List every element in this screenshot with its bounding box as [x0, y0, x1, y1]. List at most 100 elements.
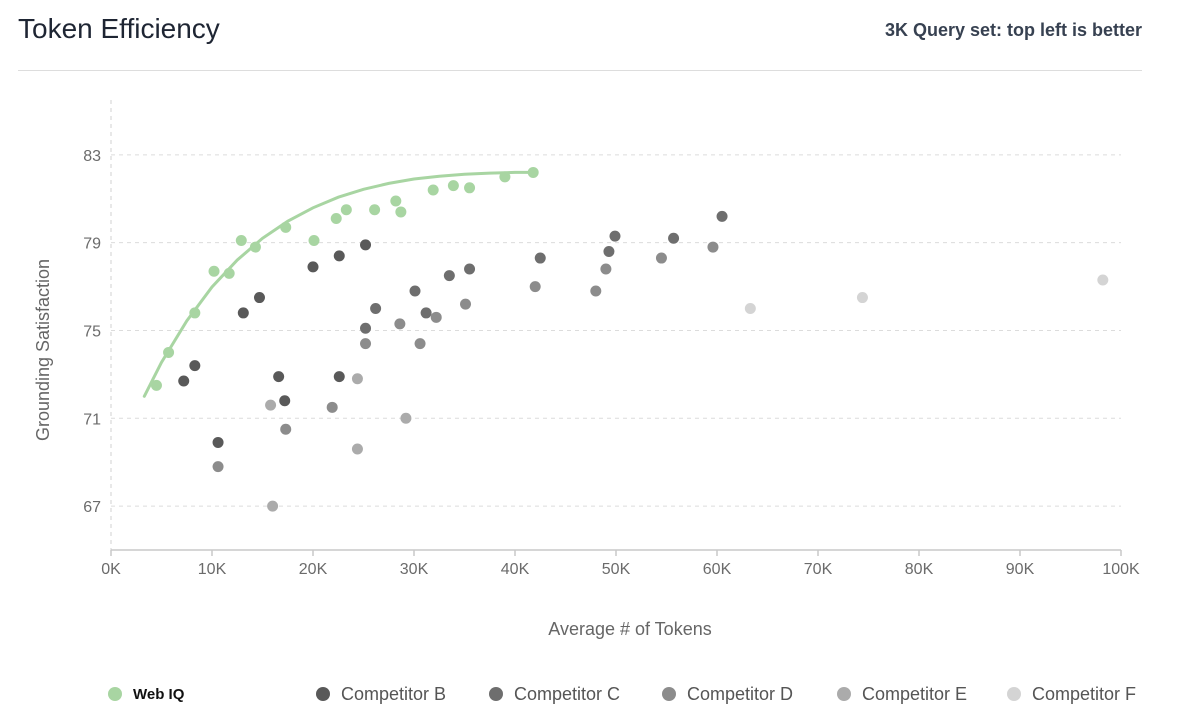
chart-subtitle: 3K Query set: top left is better: [884, 20, 1142, 40]
legend-marker: [662, 687, 676, 701]
legend-marker: [489, 687, 503, 701]
data-point-web-iq: [499, 171, 511, 183]
x-tick-label: 20K: [299, 561, 328, 578]
data-point-competitor-c: [609, 230, 621, 242]
legend-label: Competitor D: [687, 683, 794, 704]
data-point-competitor-c: [420, 307, 432, 319]
data-point-web-iq: [395, 206, 407, 218]
legend-label: Competitor B: [341, 683, 447, 704]
data-point-web-iq: [235, 234, 247, 246]
data-point-competitor-e: [267, 500, 279, 512]
legend-marker: [316, 687, 330, 701]
data-point-competitor-e: [400, 412, 412, 424]
data-point-web-iq: [208, 265, 220, 277]
x-axis-label: Average # of Tokens: [548, 619, 711, 639]
y-tick-label: 71: [83, 411, 101, 428]
data-point-competitor-b: [333, 250, 345, 262]
data-point-competitor-d: [360, 338, 372, 350]
data-point-web-iq: [308, 234, 320, 246]
data-point-competitor-c: [716, 210, 728, 222]
data-point-competitor-c: [409, 285, 421, 297]
data-point-competitor-d: [414, 338, 426, 350]
data-point-competitor-d: [707, 241, 719, 253]
data-point-web-iq: [427, 184, 439, 196]
data-point-competitor-b: [237, 307, 249, 319]
x-tick-label: 60K: [703, 561, 732, 578]
data-point-competitor-d: [460, 298, 472, 310]
trendline-web-iq: [142, 170, 537, 398]
data-point-competitor-c: [370, 303, 382, 315]
data-point-competitor-f: [856, 292, 868, 304]
data-point-competitor-e: [351, 373, 363, 385]
legend-item-competitor-d[interactable]: Competitor D: [662, 678, 793, 710]
data-point-competitor-b: [273, 371, 285, 383]
data-point-competitor-d: [280, 423, 292, 435]
data-point-competitor-c: [443, 270, 455, 282]
data-point-web-iq: [223, 267, 235, 279]
legend-marker: [1007, 687, 1021, 701]
x-tick-label: 100K: [1102, 561, 1140, 578]
data-point-competitor-b: [307, 261, 319, 273]
legend-marker: [108, 687, 122, 701]
legend-item-web-iq[interactable]: Web IQ: [108, 678, 184, 710]
x-tick-label: 30K: [400, 561, 429, 578]
x-tick-label: 70K: [804, 561, 833, 578]
data-point-competitor-c: [603, 245, 615, 257]
data-point-web-iq: [527, 166, 539, 178]
data-point-competitor-c: [360, 322, 372, 334]
y-axis-label: Grounding Satisfaction: [33, 259, 53, 441]
data-point-competitor-f: [744, 303, 756, 315]
data-point-competitor-b: [279, 395, 291, 407]
y-tick-label: 79: [83, 236, 101, 253]
legend-marker: [837, 687, 851, 701]
x-tick-label: 0K: [101, 561, 121, 578]
data-point-competitor-d: [600, 263, 612, 275]
x-tick-label: 80K: [905, 561, 934, 578]
chart-legend: Web IQ Competitor B Competitor C Competitor…: [0, 678, 1200, 710]
data-point-web-iq: [369, 204, 381, 216]
data-point-competitor-d: [326, 401, 338, 413]
data-point-web-iq: [447, 180, 459, 192]
data-point-web-iq: [340, 204, 352, 216]
data-point-web-iq: [150, 379, 162, 391]
legend-label: Web IQ: [133, 685, 185, 703]
data-point-competitor-c: [668, 232, 680, 244]
data-point-competitor-e: [265, 399, 277, 411]
data-point-competitor-d: [529, 281, 541, 293]
legend-item-competitor-c[interactable]: Competitor C: [489, 678, 620, 710]
data-point-web-iq: [249, 241, 261, 253]
legend-label: Competitor F: [1032, 683, 1137, 704]
x-tick-label: 40K: [501, 561, 530, 578]
data-point-competitor-e: [351, 443, 363, 455]
chart-title: Token Efficiency: [18, 13, 220, 44]
legend-item-competitor-b[interactable]: Competitor B: [316, 678, 446, 710]
data-point-competitor-b: [333, 371, 345, 383]
data-point-competitor-d: [590, 285, 602, 297]
x-tick-label: 90K: [1006, 561, 1035, 578]
x-tick-label: 10K: [198, 561, 227, 578]
data-point-web-iq: [390, 195, 402, 207]
data-point-competitor-b: [189, 360, 201, 372]
data-point-competitor-d: [212, 461, 224, 473]
data-point-competitor-b: [212, 436, 224, 448]
y-tick-label: 67: [83, 499, 101, 516]
data-point-competitor-f: [1097, 274, 1109, 286]
data-point-web-iq: [330, 213, 342, 225]
chart-header: Token Efficiency 3K Query set: top left …: [18, 0, 1142, 71]
data-point-web-iq: [464, 182, 476, 194]
x-tick-label: 50K: [602, 561, 631, 578]
data-point-competitor-b: [178, 375, 190, 387]
data-point-competitor-d: [655, 252, 667, 264]
data-point-competitor-d: [430, 311, 442, 323]
legend-item-competitor-f[interactable]: Competitor F: [1007, 678, 1136, 710]
data-point-web-iq: [163, 346, 175, 358]
y-tick-label: 75: [83, 323, 101, 340]
data-point-web-iq: [280, 221, 292, 233]
data-point-competitor-d: [394, 318, 406, 330]
data-point-competitor-b: [360, 239, 372, 251]
data-point-competitor-b: [253, 292, 265, 304]
legend-label: Competitor C: [514, 683, 621, 704]
legend-item-competitor-e[interactable]: Competitor E: [837, 678, 967, 710]
y-tick-label: 83: [83, 148, 101, 165]
